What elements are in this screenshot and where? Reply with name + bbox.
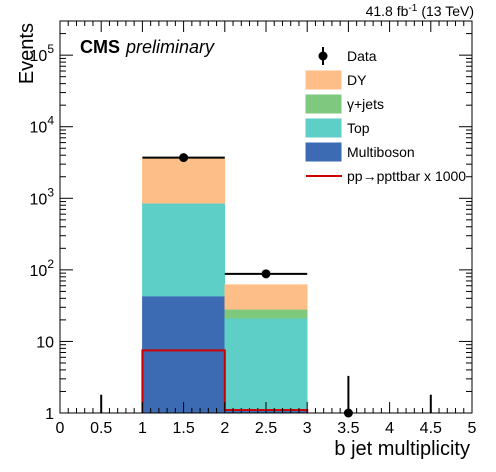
legend-label: Top <box>347 120 370 136</box>
legend-swatch <box>305 94 342 114</box>
x-tick-label: 4.5 <box>420 420 442 437</box>
data-marker <box>261 269 271 279</box>
x-tick-label: 3.5 <box>337 420 359 437</box>
y-tick-label: 104 <box>30 114 55 137</box>
legend-label: γ+jets <box>347 96 384 112</box>
x-tick-label: 0.5 <box>90 420 112 437</box>
x-tick-label: 4 <box>385 420 394 437</box>
bar-jets-bin-2 <box>224 309 308 319</box>
legend-entry-jets: γ+jets <box>305 94 384 114</box>
data-point-2 <box>142 153 225 163</box>
y-axis: 1 10 102 103 104 105 <box>30 20 472 423</box>
legend-label: Multiboson <box>347 144 415 160</box>
x-tick-label: 2 <box>220 420 229 437</box>
legend-entry-dy: DY <box>305 70 367 90</box>
x-axis-title: b jet multiplicity <box>334 438 470 460</box>
bar-multiboson-bin-1 <box>142 295 226 414</box>
stack-bars <box>142 158 308 414</box>
x-axis: 0 0.5 1 1.5 2 2.5 3 3.5 4 4.5 5 <box>56 21 477 437</box>
bar-top-bin-1 <box>142 202 226 297</box>
experiment-label: CMS preliminary <box>80 37 215 57</box>
y-tick-label: 1 <box>45 406 54 423</box>
data-marker <box>179 153 189 163</box>
legend-data-marker <box>318 51 328 61</box>
y-tick-label: 103 <box>30 185 55 208</box>
legend-entry-data: Data <box>318 47 377 65</box>
luminosity-label: 41.8 fb-1 (13 TeV) <box>366 3 474 19</box>
legend-entry-pp-ppttbar-x-1000: pp→ppttbar x 1000 <box>306 168 466 184</box>
legend-label: pp→ppttbar x 1000 <box>347 168 466 184</box>
bar-dy-bin-2 <box>224 284 308 310</box>
y-tick-label: 10 <box>36 334 54 351</box>
bar-top-bin-2 <box>224 317 308 411</box>
y-tick-label: 105 <box>30 42 55 65</box>
data-point-3 <box>224 269 308 279</box>
x-tick-label: 2.5 <box>255 420 277 437</box>
legend-swatch <box>305 118 342 138</box>
legend-swatch <box>305 70 342 90</box>
legend-entry-top: Top <box>305 118 370 138</box>
x-tick-label: 5 <box>468 420 477 437</box>
legend-entry-multiboson: Multiboson <box>305 142 415 162</box>
y-tick-label: 102 <box>30 257 55 280</box>
legend-swatch <box>305 142 342 162</box>
x-tick-label: 0 <box>56 420 65 437</box>
bar-dy-bin-1 <box>142 158 226 204</box>
x-tick-label: 1.5 <box>172 420 194 437</box>
x-tick-label: 3 <box>303 420 312 437</box>
x-tick-label: 1 <box>138 420 147 437</box>
legend: Data DY γ+jets Top Multiboson pp→ppttbar x 10… <box>305 47 466 184</box>
legend-label: DY <box>347 72 367 88</box>
legend-label: Data <box>347 48 377 64</box>
y-axis-title: Events <box>16 23 38 84</box>
